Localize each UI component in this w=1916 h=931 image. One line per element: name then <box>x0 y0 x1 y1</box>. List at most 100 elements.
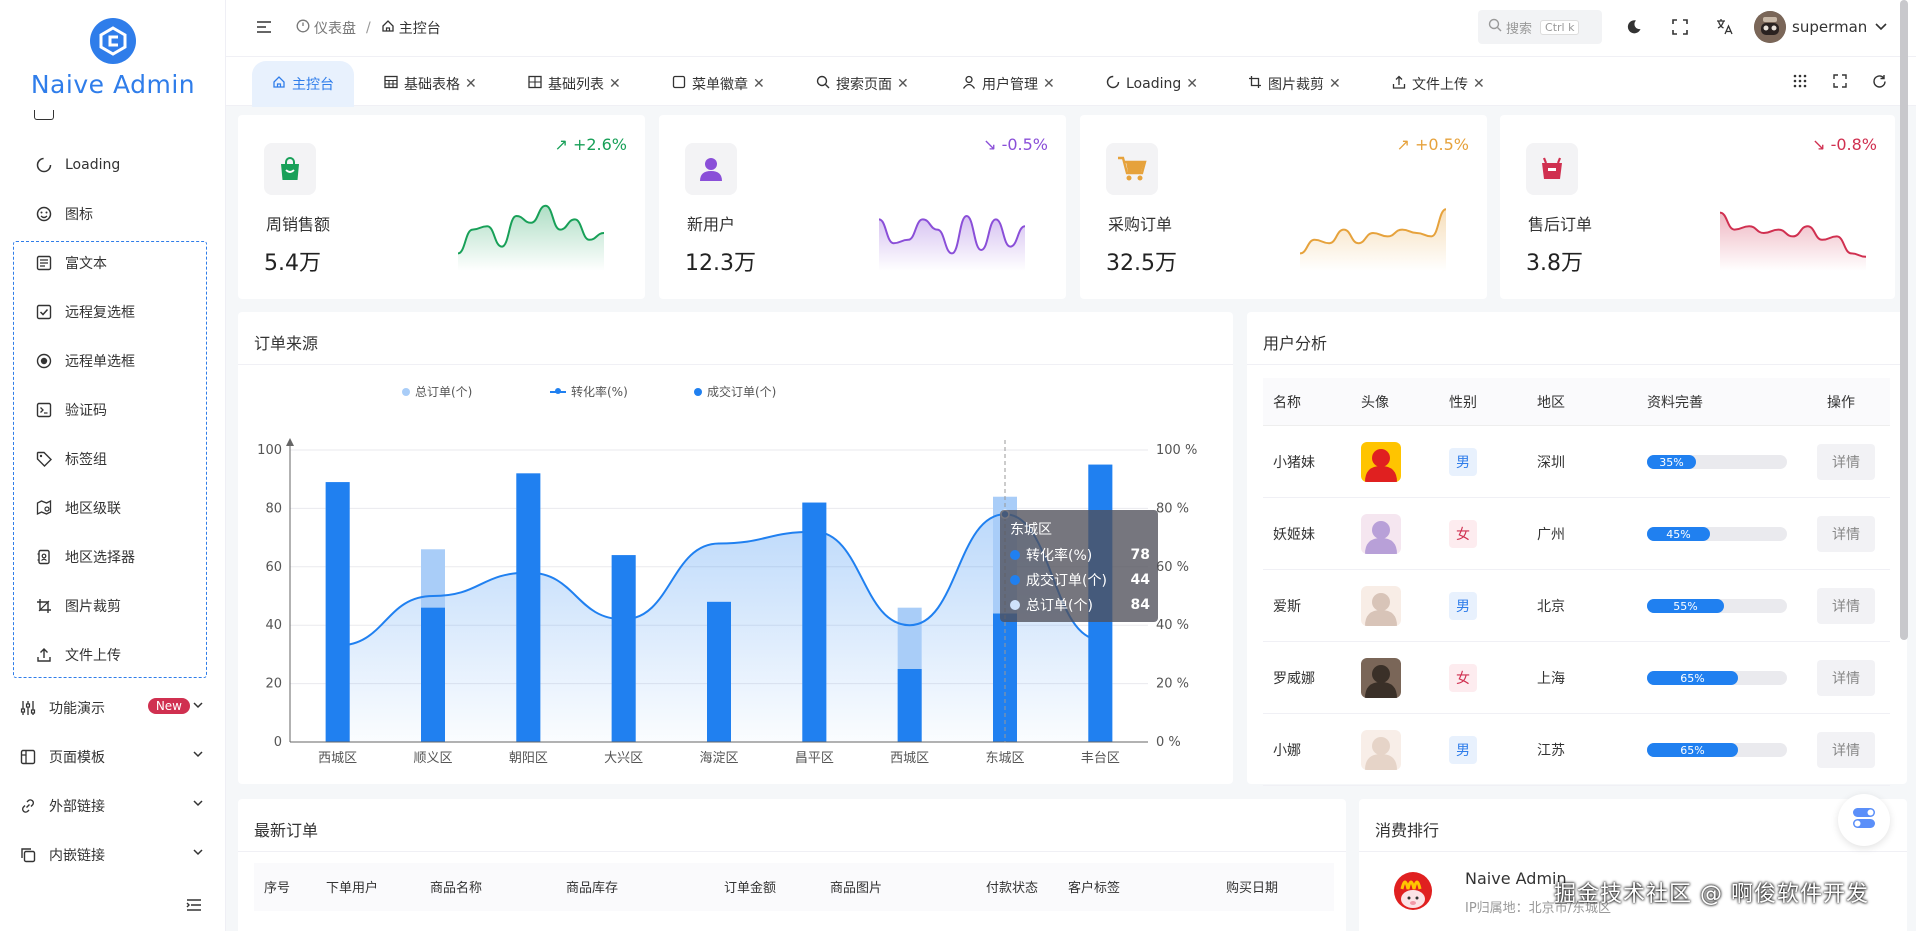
sidebar-group-page-templates[interactable]: 页面模板 <box>0 732 225 781</box>
y2-tick-label: 80 % <box>1156 501 1189 516</box>
chevron-down-icon <box>192 846 204 862</box>
sidebar-item-tag-group[interactable]: 标签组 <box>0 434 225 483</box>
user-avatar <box>1361 514 1401 554</box>
bar-completed-orders[interactable] <box>421 607 445 742</box>
tab-label: Loading <box>1126 76 1182 92</box>
legend-item-completed-orders[interactable]: 成交订单(个) <box>694 383 776 400</box>
sidebar-item-region-picker[interactable]: 地区选择器 <box>0 532 225 581</box>
avatar[interactable] <box>1754 11 1786 43</box>
username[interactable]: superman <box>1792 18 1868 36</box>
detail-button[interactable]: 详情 <box>1817 588 1875 624</box>
bar-completed-orders[interactable] <box>802 502 827 742</box>
detail-button[interactable]: 详情 <box>1817 444 1875 480</box>
sidebar-item-label: Loading <box>65 156 121 173</box>
sidebar-item-icons[interactable]: 图标 <box>0 189 225 238</box>
tab-search-page[interactable]: 搜索页面 ✕ <box>816 61 909 107</box>
conversion-line <box>337 513 1101 647</box>
page-scrollbar[interactable] <box>1900 0 1908 640</box>
tab-image-crop[interactable]: 图片裁剪 ✕ <box>1248 61 1341 107</box>
app-name: Naive Admin <box>30 70 196 99</box>
legend-item-total-orders[interactable]: 总订单(个) <box>402 383 472 400</box>
breadcrumb-console[interactable]: 主控台 <box>398 21 441 37</box>
bar-completed-orders[interactable] <box>516 473 541 742</box>
close-icon[interactable]: ✕ <box>465 76 477 92</box>
search-box[interactable]: 搜索 Ctrl k <box>1478 10 1602 44</box>
detail-button[interactable]: 详情 <box>1817 660 1875 696</box>
tab-basic-list[interactable]: 基础列表 ✕ <box>528 61 621 107</box>
x-tick-label: 东城区 <box>985 751 1024 766</box>
chevron-down-icon <box>192 748 204 764</box>
sparkline-area <box>458 205 604 271</box>
breadcrumb-dashboard[interactable]: 仪表盘 <box>314 21 356 37</box>
translate-icon[interactable] <box>1716 18 1734 40</box>
tab-file-upload[interactable]: 文件上传 ✕ <box>1392 61 1485 107</box>
close-icon[interactable]: ✕ <box>1473 76 1485 92</box>
collapse-sidebar-icon[interactable] <box>186 898 202 916</box>
logo[interactable]: Naive Admin <box>0 18 225 99</box>
bar-completed-orders[interactable] <box>897 669 922 742</box>
bar-completed-orders[interactable] <box>707 601 731 742</box>
stat-card-purchase-orders: 采购订单 32.5万 ↗ +0.5% <box>1080 115 1487 299</box>
close-icon[interactable]: ✕ <box>1329 76 1341 92</box>
gender-tag: 男 <box>1449 448 1477 476</box>
sidebar-item-loading[interactable]: Loading <box>0 140 225 189</box>
submenu-highlight-box <box>13 241 207 678</box>
progress-fill: 65% <box>1647 671 1738 685</box>
y-tick-label: 100 <box>257 443 282 458</box>
settings-toggle-button[interactable] <box>1838 794 1890 846</box>
sidebar-group-embedded-links[interactable]: 内嵌链接 <box>0 830 225 879</box>
x-tick-label: 海淀区 <box>699 751 738 766</box>
stat-value: 32.5万 <box>1106 251 1177 276</box>
tab-user-management[interactable]: 用户管理 ✕ <box>962 61 1055 107</box>
shopping-cart-icon <box>1106 143 1158 195</box>
x-tick-label: 昌平区 <box>795 751 834 766</box>
sidebar-item-remote-radio[interactable]: 远程单选框 <box>0 336 225 385</box>
sparkline-purchase-orders <box>1299 208 1447 271</box>
sidebar-item-image-crop[interactable]: 图片裁剪 <box>0 581 225 630</box>
column-header: 商品名称 <box>430 881 483 896</box>
bar-completed-orders[interactable] <box>611 555 636 742</box>
sparkline-new-users <box>878 214 1026 271</box>
tab-basic-table[interactable]: 基础表格 ✕ <box>384 61 477 107</box>
order-source-chart: 0 0 % 20 20 % 40 40 % 60 60 % 80 80 % 100 100 % 西城区 顺… <box>257 438 1197 766</box>
progress-fill: 65% <box>1647 743 1738 757</box>
tabs-grid-menu-icon[interactable] <box>1793 74 1807 92</box>
close-icon[interactable]: ✕ <box>897 76 909 92</box>
y2-tick-label: 100 % <box>1156 443 1197 458</box>
fullscreen-icon[interactable] <box>1672 19 1688 39</box>
rank-user-location: IP归属地：北京市/东城区 <box>1465 901 1612 916</box>
legend-label: 总订单(个) <box>415 385 473 399</box>
sidebar-item-label: 富文本 <box>65 255 107 272</box>
menu-toggle-icon[interactable] <box>256 20 272 38</box>
tab-loading[interactable]: Loading ✕ <box>1106 61 1198 107</box>
close-icon[interactable]: ✕ <box>1186 76 1198 92</box>
tooltip-row: 成交订单(个) 44 <box>1010 570 1150 590</box>
detail-button[interactable]: 详情 <box>1817 516 1875 552</box>
tab-console[interactable]: 主控台 <box>252 61 354 107</box>
chevron-down-icon[interactable] <box>1874 21 1888 37</box>
gender-tag: 男 <box>1449 736 1477 764</box>
user-region: 广州 <box>1537 527 1565 543</box>
bar-completed-orders[interactable] <box>325 482 350 742</box>
sidebar-group-external-links[interactable]: 外部链接 <box>0 781 225 830</box>
close-icon[interactable]: ✕ <box>609 76 621 92</box>
legend-item-conversion-rate[interactable]: 转化率(%) <box>550 383 628 400</box>
sidebar-group-feature-demo[interactable]: 功能演示 New <box>0 683 225 732</box>
sidebar-item-region-cascader[interactable]: 地区级联 <box>0 483 225 532</box>
sidebar-item-remote-checkbox[interactable]: 远程复选框 <box>0 287 225 336</box>
sidebar-item-richtext[interactable]: 富文本 <box>0 238 225 287</box>
sidebar-item-captcha[interactable]: 验证码 <box>0 385 225 434</box>
y2-tick-label: 60 % <box>1156 560 1189 575</box>
sidebar-item-file-upload[interactable]: 文件上传 <box>0 630 225 679</box>
detail-button[interactable]: 详情 <box>1817 732 1875 768</box>
close-icon[interactable]: ✕ <box>753 76 765 92</box>
refresh-icon[interactable] <box>1872 74 1887 93</box>
user-region: 北京 <box>1537 599 1565 615</box>
tabs-fullscreen-icon[interactable] <box>1833 74 1847 92</box>
close-icon[interactable]: ✕ <box>1043 76 1055 92</box>
layout-icon <box>18 747 38 767</box>
logo-icon <box>90 18 136 64</box>
tab-menu-badge[interactable]: 菜单徽章 ✕ <box>672 61 765 107</box>
dark-mode-moon-icon[interactable] <box>1626 19 1642 39</box>
user-avatar <box>1361 730 1401 770</box>
